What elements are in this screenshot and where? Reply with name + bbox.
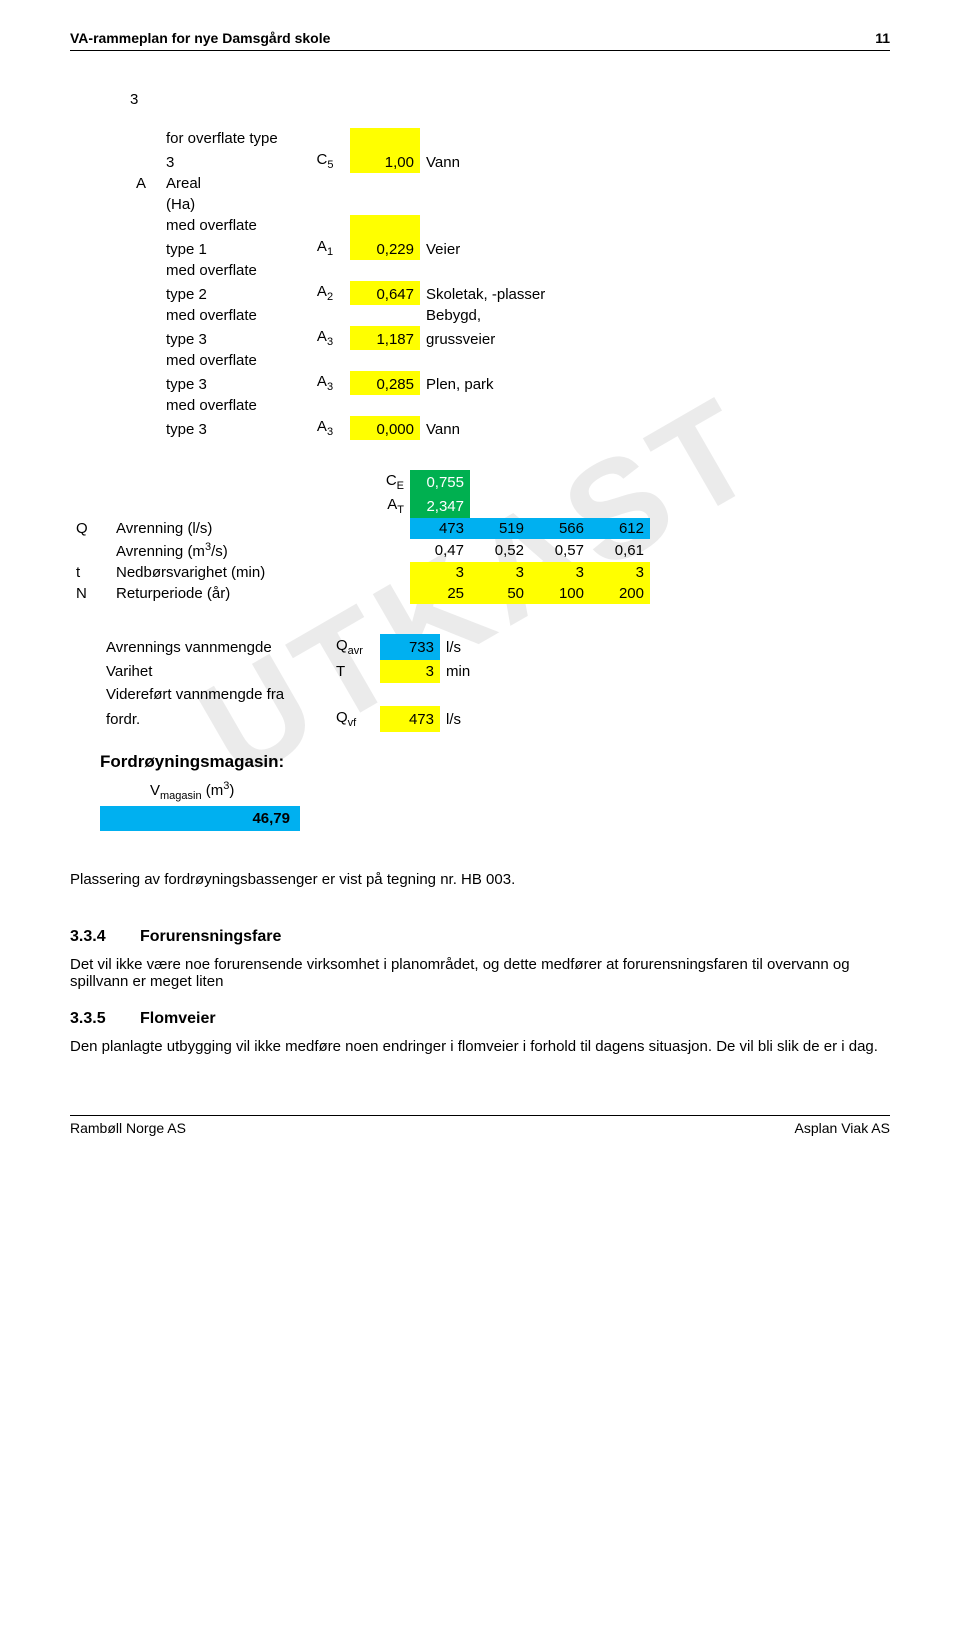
q-label: Avrenning (l/s) [110,518,350,539]
body-334: Det vil ikke være noe forurensende virks… [70,956,890,990]
q-v2: 566 [530,518,590,539]
t-v3: 3 [590,562,650,583]
footer-right: Asplan Viak AS [795,1120,890,1136]
q-v1: 519 [470,518,530,539]
row1-labelbot: (Ha) [160,194,300,215]
body-335: Den planlagte utbygging vil ikke medføre… [70,1038,890,1055]
subhead-335: 3.3.5Flomveier [70,1010,890,1028]
row2-desc: Veier [420,236,600,260]
m3-v0: 0,47 [410,539,470,562]
row1-labeltop: Areal [160,173,300,194]
row4-labelbot: type 3 [160,326,300,350]
t-label: Nedbørsvarighet (min) [110,562,350,583]
var-label: Varihet [100,660,330,683]
row4-desc: grussveier [420,326,600,350]
row0-labeltop: for overflate type [160,128,300,149]
row5-labelbot: type 3 [160,371,300,395]
avr-val: 733 [380,634,440,660]
vf-labeltop: Videreført vannmengde fra [100,683,330,706]
magasin-value: 46,79 [100,806,300,831]
subhead-335-num: 3.3.5 [70,1010,140,1028]
page-container: VA-rammeplan for nye Damsgård skole 11 3… [0,0,960,1176]
section-3-number: 3 [130,91,890,108]
avr-unit: l/s [440,634,490,660]
row5-val: 0,285 [350,371,420,395]
m3-v2: 0,57 [530,539,590,562]
row6-val: 0,000 [350,416,420,440]
row3-labelbot: type 2 [160,281,300,305]
row6-sym: A3 [300,416,350,440]
vf-labelbot: fordr. [100,706,330,732]
row0-yellow-top [350,128,420,149]
var-val: 3 [380,660,440,683]
at-val: 2,347 [410,494,470,518]
n-prefix: N [70,583,110,604]
n-v0: 25 [410,583,470,604]
avr-label: Avrennings vannmengde [100,634,330,660]
row3-val: 0,647 [350,281,420,305]
magasin-label: Vmagasin (m3) [150,780,890,802]
q-v3: 612 [590,518,650,539]
t-v2: 3 [530,562,590,583]
m3-v1: 0,52 [470,539,530,562]
header-title: VA-rammeplan for nye Damsgård skole [70,30,330,46]
vf-sym: Qvf [330,706,380,732]
row0-sym: C5 [300,149,350,173]
row0-desc: Vann [420,149,600,173]
row4-val: 1,187 [350,326,420,350]
avr-sym: Qavr [330,634,380,660]
row5-labeltop: med overflate [160,350,300,371]
row0-val: 1,00 [350,149,420,173]
n-label: Returperiode (år) [110,583,350,604]
t-prefix: t [70,562,110,583]
row4-desc-top: Bebygd, [420,305,600,326]
t-v1: 3 [470,562,530,583]
subhead-334-title: Forurensningsfare [140,928,281,945]
q-prefix: Q [70,518,110,539]
surface-table: for overflate type 3 C5 1,00 Vann A Area… [130,128,600,440]
q-v0: 473 [410,518,470,539]
t-v0: 3 [410,562,470,583]
subhead-334-num: 3.3.4 [70,928,140,946]
row2-sym: A1 [300,236,350,260]
ce-sym: CE [350,470,410,494]
at-sym: AT [350,494,410,518]
n-v1: 50 [470,583,530,604]
row2-val: 0,229 [350,236,420,260]
row0-labelbot: 3 [160,149,300,173]
subhead-335-title: Flomveier [140,1010,216,1027]
row2-labelbot: type 1 [160,236,300,260]
n-v3: 200 [590,583,650,604]
row4-labeltop: med overflate [160,305,300,326]
row1-prefix: A [130,173,160,194]
header-page-num: 11 [875,30,890,46]
row6-labeltop: med overflate [160,395,300,416]
vf-val: 473 [380,706,440,732]
row2-yellow-top [350,215,420,236]
subhead-334: 3.3.4Forurensningsfare [70,928,890,946]
row3-sym: A2 [300,281,350,305]
row4-sym: A3 [300,326,350,350]
footer-left: Rambøll Norge AS [70,1120,186,1136]
row3-desc: Skoletak, -plasser [420,281,600,305]
page-footer: Rambøll Norge AS Asplan Viak AS [70,1115,890,1136]
row5-sym: A3 [300,371,350,395]
page-header: VA-rammeplan for nye Damsgård skole 11 [70,30,890,51]
var-unit: min [440,660,490,683]
runoff-table: CE 0,755 AT 2,347 Q Avrenning (l/s) 473 … [70,470,650,604]
vf-unit: l/s [440,706,490,732]
m3-v3: 0,61 [590,539,650,562]
m3-label: Avrenning (m3/s) [110,539,350,562]
row6-labelbot: type 3 [160,416,300,440]
row5-desc: Plen, park [420,371,600,395]
ce-val: 0,755 [410,470,470,494]
row6-desc: Vann [420,416,600,440]
var-sym: T [330,660,380,683]
flow-table: Avrennings vannmengde Qavr 733 l/s Varih… [100,634,490,732]
row3-labeltop: med overflate [160,260,300,281]
row2-labeltop: med overflate [160,215,300,236]
placement-paragraph: Plassering av fordrøyningsbassenger er v… [70,871,890,888]
n-v2: 100 [530,583,590,604]
magasin-title: Fordrøyningsmagasin: [100,752,890,772]
